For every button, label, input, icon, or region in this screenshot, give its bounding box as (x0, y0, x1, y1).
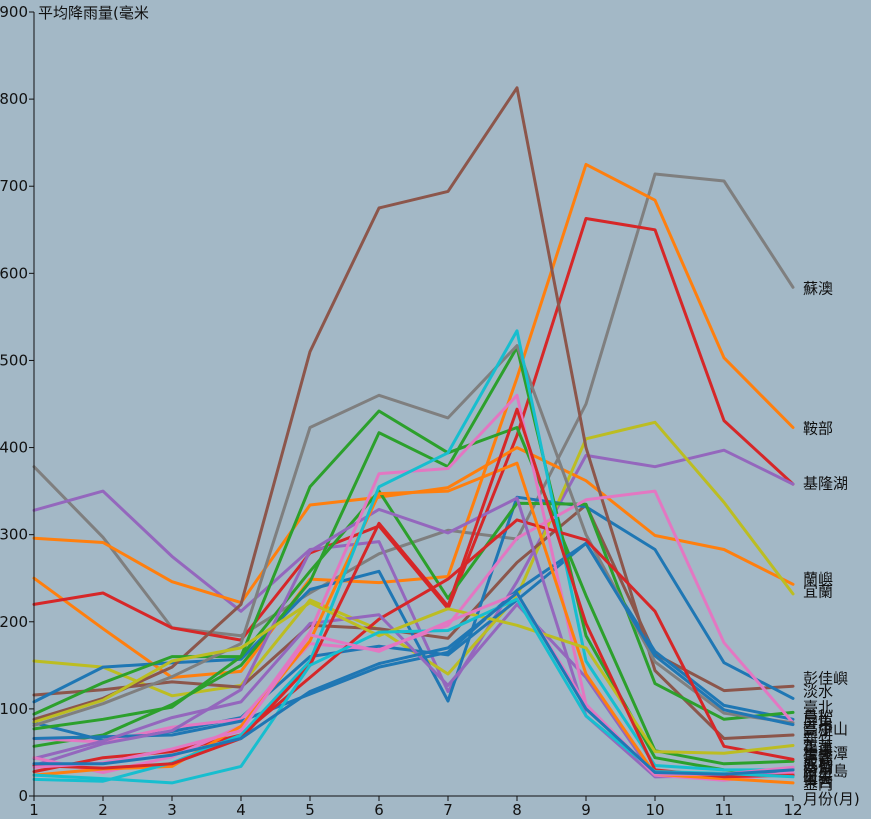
y-tick-label: 700 (0, 177, 28, 195)
end-label: 阿里 (803, 765, 833, 783)
end-label: 臺東 (803, 740, 833, 758)
end-label: 基隆湖 (803, 474, 848, 492)
x-tick-label: 10 (645, 801, 664, 819)
y-tick-label: 0 (18, 787, 28, 805)
y-axis-title: 平均降雨量(毫米 (38, 4, 149, 22)
end-label: 臺中山 (803, 720, 848, 738)
end-label: 梧棲潭 (803, 744, 848, 762)
end-label: 蘭嶼 (803, 570, 833, 588)
end-label: 高雄 (803, 721, 833, 739)
x-tick-label: 1 (29, 801, 39, 819)
series-line-基隆 (32, 217, 795, 642)
series-line-恆春 (32, 407, 795, 779)
end-label: 鞍部 (803, 420, 833, 438)
y-tick-label: 600 (0, 264, 28, 282)
end-label: 日月島 (803, 762, 848, 780)
y-tick-label: 400 (0, 439, 28, 457)
x-tick-label: 6 (374, 801, 384, 819)
x-tick-label: 4 (236, 801, 246, 819)
y-tick-label: 900 (0, 3, 28, 21)
end-label: 成功 (803, 755, 833, 773)
end-label: 嘉義 (803, 748, 833, 766)
end-label: 東吉 (803, 772, 833, 790)
x-tick-label: 11 (714, 801, 733, 819)
series-line-臺中 (32, 489, 795, 731)
x-tick-label: 2 (98, 801, 108, 819)
y-tick-label: 200 (0, 613, 28, 631)
y-tick-label: 500 (0, 351, 28, 369)
series-line-臺東 (32, 541, 795, 740)
x-tick-label: 9 (581, 801, 591, 819)
end-label: 宜蘭 (803, 582, 833, 600)
end-label: 新竹 (803, 731, 833, 749)
series-line-鳥松 (32, 86, 795, 740)
series-line-阿里山 (32, 601, 795, 755)
end-label: 澎湖 (803, 758, 833, 776)
x-axis-title: 月份(月) (803, 790, 860, 808)
y-tick-label: 300 (0, 526, 28, 544)
x-tick-label: 7 (443, 801, 453, 819)
series-line-竹子湖 (32, 448, 795, 693)
end-label: 花蓮 (803, 737, 833, 755)
end-label: 淡水 (803, 683, 833, 701)
series-layer (32, 86, 795, 785)
end-label: 臺北 (803, 698, 833, 716)
x-tick-label: 3 (167, 801, 177, 819)
end-labels: 蘇澳鞍部基隆湖蘭嶼宜蘭彭佳嶼淡水臺北鳥松屏東高雄臺中山新竹花蓮臺東梧棲潭嘉義大武… (803, 279, 848, 793)
series-line-鞍部 (32, 162, 795, 679)
end-label: 恆春 (803, 769, 833, 787)
x-tick-label: 12 (783, 801, 802, 819)
x-tick-label: 5 (305, 801, 315, 819)
series-line-花蓮 (32, 344, 795, 727)
end-label: 金門 (803, 775, 833, 793)
series-line-馬祖 (32, 591, 795, 776)
end-label: 屏東 (803, 713, 833, 731)
end-label: 彭佳嶼 (803, 670, 848, 688)
end-label: 大武 (803, 751, 833, 769)
x-tick-label: 8 (512, 801, 522, 819)
y-tick-label: 100 (0, 700, 28, 718)
y-tick-label: 800 (0, 90, 28, 108)
end-label: 鳥松 (803, 708, 833, 726)
end-label: 蘇澳 (803, 279, 833, 297)
